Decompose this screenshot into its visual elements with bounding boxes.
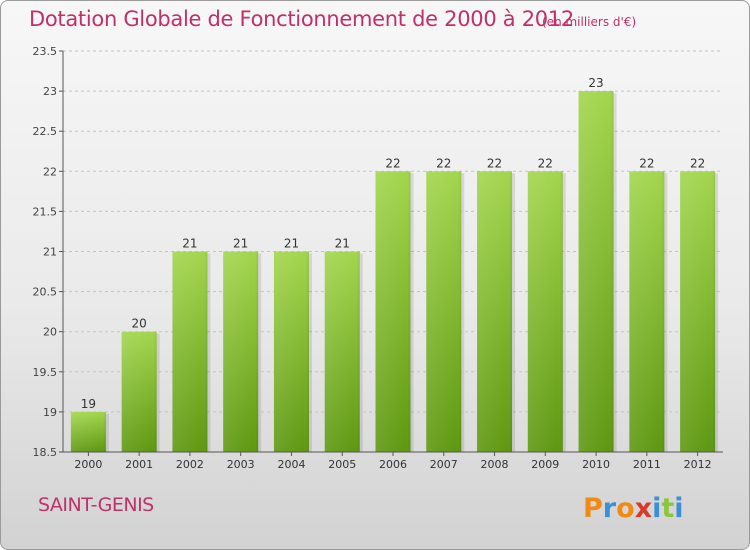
- commune-name: SAINT-GENIS: [38, 494, 154, 516]
- bar-value-label: 19: [81, 397, 96, 411]
- bar-value-label: 22: [487, 156, 502, 170]
- y-tick-label: 23: [43, 85, 57, 98]
- bar-value-label: 22: [538, 156, 553, 170]
- x-tick-label: 2010: [582, 458, 610, 471]
- bar-highlight: [426, 171, 462, 453]
- proxiti-logo-image: Proxiti: [583, 493, 684, 524]
- bar-highlight: [527, 171, 563, 453]
- x-tick-label: 2008: [481, 458, 509, 471]
- x-tick-label: 2005: [328, 458, 356, 471]
- bar-highlight: [172, 251, 208, 452]
- x-tick-label: 2009: [531, 458, 559, 471]
- x-tick-label: 2012: [684, 458, 712, 471]
- bar-highlight: [477, 171, 513, 453]
- y-tick-label: 20: [43, 326, 57, 339]
- y-tick-label: 19: [43, 406, 57, 419]
- y-tick-label: 23.5: [33, 45, 58, 58]
- y-tick-label: 20.5: [33, 286, 58, 299]
- x-tick-label: 2006: [379, 458, 407, 471]
- chart-unit-label: (en milliers d'€): [542, 15, 637, 29]
- x-tick-label: 2002: [176, 458, 204, 471]
- x-tick-label: 2003: [227, 458, 255, 471]
- y-tick-label: 19.5: [33, 366, 58, 379]
- bar-value-label: 21: [182, 237, 197, 251]
- bar-value-label: 21: [233, 237, 248, 251]
- bar-highlight: [578, 91, 614, 452]
- bar-value-label: 23: [588, 76, 603, 90]
- bar-highlight: [70, 411, 106, 452]
- bar-highlight: [121, 331, 157, 452]
- y-tick-label: 22.5: [33, 125, 58, 138]
- chart-title: Dotation Globale de Fonctionnement de 20…: [29, 7, 574, 31]
- x-tick-label: 2001: [125, 458, 153, 471]
- bar-value-label: 20: [132, 317, 147, 331]
- bar-value-label: 22: [436, 156, 451, 170]
- x-tick-label: 2011: [633, 458, 661, 471]
- y-tick-label: 18.5: [33, 446, 58, 459]
- bar-value-label: 21: [335, 237, 350, 251]
- bar-value-label: 21: [284, 237, 299, 251]
- bar-value-label: 22: [385, 156, 400, 170]
- bar-highlight: [629, 171, 665, 453]
- y-tick-label: 21: [43, 246, 57, 259]
- proxiti-logo: Proxiti: [581, 489, 691, 529]
- bar-highlight: [375, 171, 411, 453]
- bar-value-label: 22: [639, 156, 654, 170]
- bar-value-label: 22: [690, 156, 705, 170]
- y-tick-label: 21.5: [33, 205, 58, 218]
- bar-highlight: [223, 251, 259, 452]
- bar-highlight: [680, 171, 716, 453]
- bar-highlight: [273, 251, 309, 452]
- bar-highlight: [324, 251, 360, 452]
- svg-text:Proxiti: Proxiti: [583, 493, 684, 524]
- x-tick-label: 2000: [74, 458, 102, 471]
- x-tick-label: 2004: [277, 458, 305, 471]
- y-tick-label: 22: [43, 165, 57, 178]
- x-tick-label: 2007: [430, 458, 458, 471]
